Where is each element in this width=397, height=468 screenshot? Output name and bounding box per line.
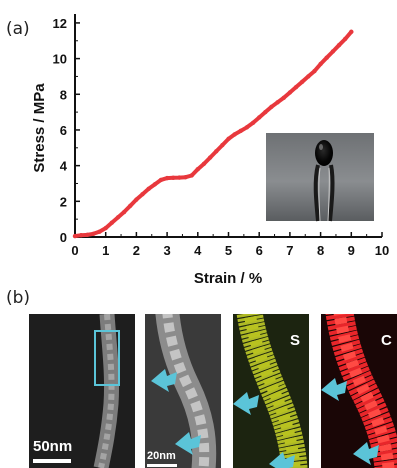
sem-image-overview: 50nm bbox=[29, 314, 135, 468]
data-point bbox=[214, 149, 219, 154]
data-point bbox=[250, 120, 256, 126]
data-point bbox=[306, 74, 311, 79]
data-point bbox=[146, 186, 151, 192]
y-tick-label: 10 bbox=[53, 52, 67, 67]
data-point bbox=[287, 90, 293, 95]
data-point bbox=[244, 125, 250, 130]
y-tick-label: 4 bbox=[60, 159, 68, 174]
data-point bbox=[177, 175, 182, 180]
data-point bbox=[330, 49, 336, 54]
chart-series bbox=[72, 29, 354, 239]
data-point bbox=[164, 175, 170, 181]
data-point bbox=[121, 209, 127, 215]
data-point bbox=[183, 175, 188, 180]
panel-a-label: (a) bbox=[6, 19, 30, 39]
data-point bbox=[349, 29, 354, 35]
data-point bbox=[342, 36, 348, 42]
data-point bbox=[281, 95, 286, 101]
scale-label-20nm: 20nm bbox=[147, 450, 176, 462]
y-tick-label: 8 bbox=[60, 87, 67, 102]
data-point bbox=[293, 84, 299, 90]
element-label-c: C bbox=[381, 332, 392, 349]
x-tick-label: 10 bbox=[375, 243, 389, 258]
data-point bbox=[226, 136, 231, 142]
y-tick-label: 2 bbox=[60, 194, 67, 209]
data-point bbox=[115, 215, 121, 220]
data-point bbox=[103, 225, 108, 231]
data-point bbox=[207, 155, 213, 160]
y-tick-label: 0 bbox=[60, 230, 67, 245]
x-tick-label: 3 bbox=[163, 243, 170, 258]
y-tick-label: 12 bbox=[53, 16, 67, 31]
data-point bbox=[140, 191, 145, 197]
x-tick-label: 0 bbox=[71, 243, 78, 258]
data-point bbox=[201, 161, 207, 167]
data-point bbox=[78, 233, 84, 238]
data-point bbox=[220, 142, 225, 148]
y-axis-title: Stress / MPa bbox=[31, 83, 48, 173]
eds-map-carbon: C bbox=[321, 314, 397, 468]
data-point bbox=[158, 177, 164, 183]
eds-map-sulfur: S bbox=[233, 314, 309, 468]
scale-bar-20nm bbox=[147, 464, 177, 467]
panel-b-label: (b) bbox=[6, 288, 31, 308]
y-tick-label: 6 bbox=[60, 123, 67, 138]
data-point bbox=[171, 175, 176, 180]
x-tick-label: 8 bbox=[317, 243, 324, 258]
x-tick-label: 5 bbox=[225, 243, 232, 258]
element-label-s: S bbox=[290, 332, 301, 349]
data-point bbox=[85, 232, 90, 238]
data-point bbox=[195, 167, 200, 172]
scale-bar-50nm bbox=[33, 459, 71, 463]
data-point bbox=[263, 109, 268, 115]
data-point bbox=[299, 79, 305, 84]
data-point bbox=[269, 104, 274, 109]
data-point bbox=[128, 203, 133, 208]
data-point bbox=[324, 55, 329, 60]
data-point bbox=[72, 233, 78, 239]
data-point bbox=[134, 197, 139, 202]
data-point bbox=[257, 115, 262, 120]
inset-photo bbox=[266, 133, 374, 222]
sem-image-zoom: 20nm bbox=[145, 314, 221, 468]
data-point bbox=[152, 182, 158, 187]
x-tick-label: 9 bbox=[348, 243, 355, 258]
x-tick-label: 1 bbox=[102, 243, 109, 258]
data-point bbox=[318, 61, 323, 67]
x-tick-label: 4 bbox=[194, 243, 202, 258]
data-point bbox=[189, 173, 194, 178]
stress-strain-line bbox=[73, 29, 354, 239]
data-point bbox=[312, 68, 317, 74]
x-tick-label: 2 bbox=[133, 243, 140, 258]
x-tick-label: 6 bbox=[256, 243, 263, 258]
data-point bbox=[232, 132, 237, 137]
data-point bbox=[91, 231, 96, 236]
x-tick-label: 7 bbox=[286, 243, 293, 258]
x-axis-title: Strain / % bbox=[194, 270, 262, 287]
scale-label-50nm: 50nm bbox=[33, 438, 73, 455]
data-point bbox=[275, 100, 280, 105]
data-point bbox=[336, 43, 342, 48]
data-point bbox=[97, 229, 102, 234]
data-point bbox=[238, 128, 243, 134]
data-point bbox=[109, 220, 115, 225]
